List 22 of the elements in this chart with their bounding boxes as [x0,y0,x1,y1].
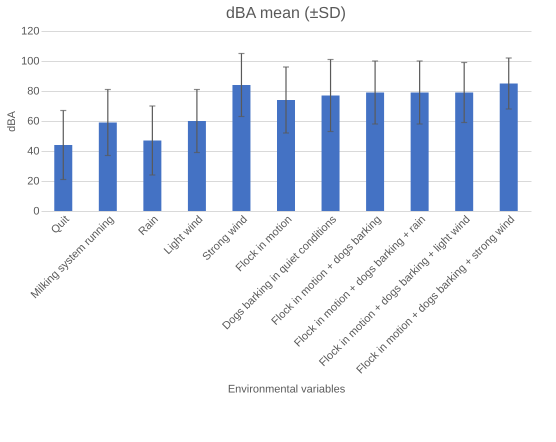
bar [232,85,250,211]
bar [410,92,429,211]
bar [188,121,206,211]
y-tick-label: 60 [27,116,40,128]
bar [500,84,518,211]
y-tick-label: 120 [21,26,40,38]
bar [366,92,384,211]
bar [143,140,162,211]
chart-title: dBA mean (±SD) [226,5,346,22]
y-axis-title: dBA [6,110,18,132]
bar [455,92,474,211]
y-tick-label: 100 [21,56,40,68]
x-axis-title: Environmental variables [228,384,346,396]
bar [277,100,295,211]
y-tick-label: 40 [27,146,40,158]
y-tick-label: 80 [27,86,40,98]
y-tick-label: 20 [27,176,40,188]
bar [54,145,72,211]
y-tick-label: 0 [33,206,40,218]
x-tick-label: Quit [49,214,72,236]
bar [98,122,117,211]
bar [322,96,340,211]
